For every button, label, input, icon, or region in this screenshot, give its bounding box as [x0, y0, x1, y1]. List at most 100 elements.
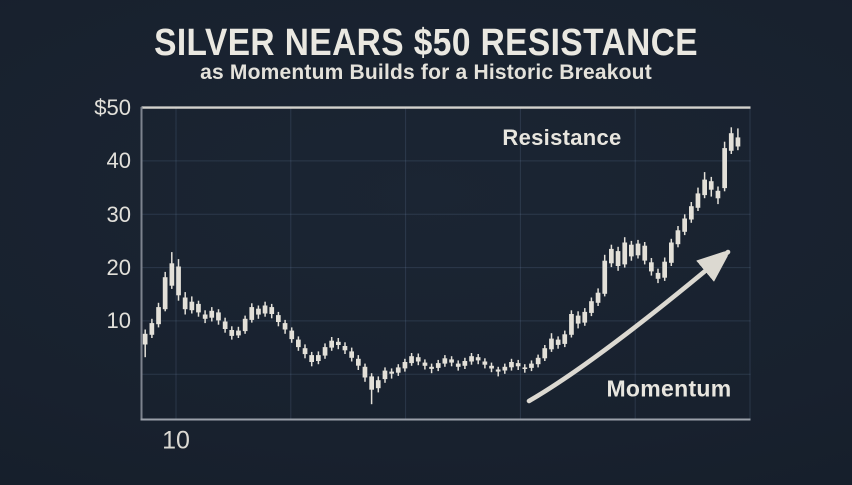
candle-body	[542, 348, 548, 359]
candle-body	[322, 347, 328, 356]
candle-body	[202, 314, 208, 319]
candle-body	[595, 292, 601, 303]
candle-body	[169, 263, 175, 286]
candle-body	[682, 218, 687, 232]
candle-body	[342, 346, 348, 351]
candle-body	[329, 340, 334, 348]
page-title: SILVER NEARS $50 RESISTANCE	[0, 22, 852, 65]
candle-body	[489, 365, 494, 369]
candle-body	[336, 341, 341, 345]
candle-body	[629, 244, 634, 257]
candle-body	[669, 242, 674, 263]
candle-body	[455, 363, 461, 367]
candle-body	[256, 308, 261, 315]
candle-body	[362, 366, 368, 378]
candle-body	[162, 277, 168, 310]
candle-body	[675, 230, 681, 245]
candle-body	[575, 315, 581, 324]
candle-body	[289, 330, 295, 340]
candle-body	[509, 362, 514, 368]
candle-body	[702, 179, 707, 196]
candle-body	[429, 366, 434, 369]
candle-body	[555, 339, 561, 345]
candle-body	[216, 312, 221, 321]
candle-body	[602, 260, 608, 294]
candle-body	[369, 376, 374, 390]
candle-body	[389, 371, 394, 374]
page-subtitle: as Momentum Builds for a Historic Breako…	[200, 61, 652, 84]
candle-body	[182, 297, 188, 310]
candle-body	[209, 310, 215, 318]
candle-body	[156, 307, 161, 325]
candle-body	[735, 137, 741, 147]
candle-body	[356, 358, 361, 366]
candle-body	[309, 355, 314, 362]
candle-body	[589, 301, 594, 313]
candle-body	[282, 323, 288, 330]
candle-body	[415, 357, 421, 362]
candle-body	[242, 318, 248, 332]
candle-body	[349, 351, 354, 358]
candle-body	[649, 262, 654, 272]
candle-body	[582, 311, 588, 323]
candle-body	[402, 362, 408, 369]
candle-body	[296, 339, 301, 348]
candle-body	[249, 307, 255, 320]
candle-body	[196, 303, 201, 313]
candle-body	[409, 356, 414, 364]
candle-body	[442, 358, 448, 364]
candle-body	[655, 272, 661, 279]
candle-body	[435, 363, 441, 368]
candle-body	[149, 323, 155, 335]
y-tick-label: 30	[106, 201, 131, 227]
candle-body	[276, 315, 281, 322]
candle-body	[302, 348, 308, 355]
candle-body	[609, 248, 614, 264]
candle-body	[549, 338, 554, 350]
candle-body	[422, 362, 428, 366]
candle-body	[689, 206, 694, 220]
y-tick-label: 40	[106, 148, 131, 174]
candle-body	[462, 361, 468, 366]
candle-body	[562, 334, 568, 344]
candles	[142, 127, 741, 405]
candle-body	[502, 366, 508, 371]
candle-body	[375, 380, 381, 389]
candle-body	[708, 181, 714, 190]
x-tick-label: 10	[162, 426, 190, 455]
candle-body	[635, 243, 641, 256]
candle-body	[189, 301, 195, 311]
candle-body	[495, 369, 501, 372]
candle-body	[569, 314, 574, 335]
candle-body	[382, 370, 388, 380]
candle-body	[615, 251, 621, 266]
candle-body	[722, 148, 727, 189]
candle-body	[142, 333, 148, 345]
candle-body	[695, 193, 701, 208]
candle-body	[475, 357, 481, 361]
candle-body	[529, 363, 534, 368]
candle-body	[535, 357, 541, 365]
candle-body	[515, 363, 521, 367]
candle-body	[662, 261, 667, 278]
candle-body	[316, 355, 321, 361]
momentum-arrow	[526, 252, 728, 404]
candle-body	[728, 133, 734, 151]
resistance-label: Resistance	[502, 125, 622, 150]
candle-body	[449, 359, 454, 363]
candle-body	[229, 330, 235, 336]
candle-body	[622, 242, 628, 265]
y-tick-label: 10	[106, 308, 131, 334]
candle-body	[715, 190, 721, 199]
y-tick-label: 20	[106, 255, 131, 281]
momentum-label: Momentum	[606, 375, 732, 402]
candle-body	[469, 356, 474, 362]
candle-body	[222, 321, 228, 329]
page-title-text: SILVER NEARS $50 RESISTANCE	[154, 22, 698, 64]
candle-body	[269, 307, 275, 314]
candle-body	[395, 367, 401, 373]
candle-body	[482, 361, 488, 365]
candle-body	[176, 266, 181, 296]
